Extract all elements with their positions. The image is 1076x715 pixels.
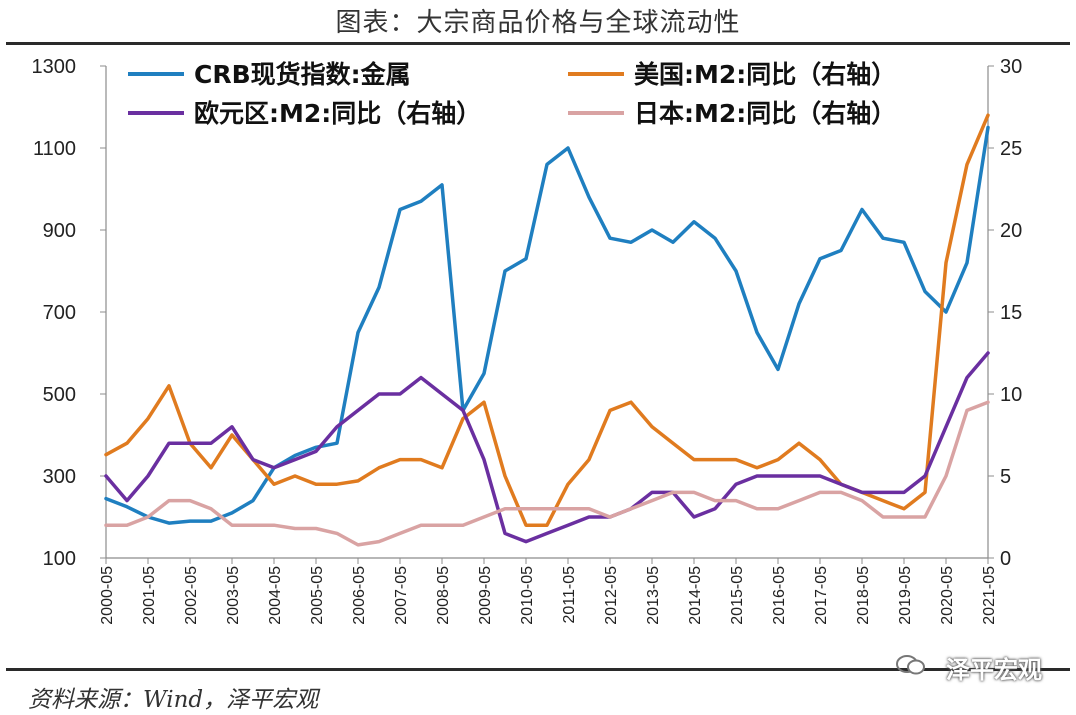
legend-item-3: 欧元区:M2:同比（右轴） xyxy=(128,99,481,128)
left-tick-label: 900 xyxy=(43,220,76,242)
bottom-rule xyxy=(6,668,1070,671)
x-tick-label: 2018-05 xyxy=(855,566,872,625)
right-tick-label: 0 xyxy=(1000,548,1011,570)
x-tick-label: 2007-05 xyxy=(393,566,410,625)
right-tick-label: 5 xyxy=(1000,466,1011,488)
left-tick-label: 300 xyxy=(43,466,76,488)
x-tick-label: 2014-05 xyxy=(687,566,704,625)
right-tick-label: 15 xyxy=(1000,302,1022,324)
right-tick-label: 10 xyxy=(1000,384,1022,406)
legend-label: 日本:M2:同比（右轴） xyxy=(634,99,896,128)
x-tick-label: 2001-05 xyxy=(141,566,158,625)
legend-item-2: 美国:M2:同比（右轴） xyxy=(568,60,896,89)
legend-label: 欧元区:M2:同比（右轴） xyxy=(194,99,481,128)
x-tick-label: 2016-05 xyxy=(771,566,788,625)
left-tick-label: 1100 xyxy=(33,138,76,160)
x-tick-label: 2015-05 xyxy=(729,566,746,625)
x-tick-label: 2002-05 xyxy=(183,566,200,625)
left-tick-label: 500 xyxy=(43,384,76,406)
x-tick-label: 2017-05 xyxy=(813,566,830,625)
x-tick-label: 2008-05 xyxy=(435,566,452,625)
line-chart: 100 300 500 700 900 1100 1300 0 5 10 15 20 25 30 2000-… xyxy=(32,56,1023,625)
x-tick-label: 2003-05 xyxy=(225,566,242,625)
left-tick-label: 1300 xyxy=(32,56,77,78)
x-tick-label: 2005-05 xyxy=(309,566,326,625)
x-tick-label: 2010-05 xyxy=(519,566,536,625)
x-tick-label: 2009-05 xyxy=(477,566,494,625)
x-tick-label: 2021-05 xyxy=(981,566,998,625)
right-tick-label: 25 xyxy=(1000,138,1022,160)
legend-label: CRB现货指数:金属 xyxy=(194,60,411,89)
x-tick-label: 2000-05 xyxy=(99,566,116,625)
left-tick-label: 100 xyxy=(43,548,76,570)
left-tick-label: 700 xyxy=(43,302,76,324)
chart-title: 图表：大宗商品价格与全球流动性 xyxy=(335,8,741,38)
series-line-4 xyxy=(104,400,990,547)
series-line-3 xyxy=(104,351,990,544)
x-tick-label: 2006-05 xyxy=(351,566,368,625)
legend-item-1: CRB现货指数:金属 xyxy=(128,60,411,89)
x-tick-label: 2004-05 xyxy=(267,566,284,625)
title-rule xyxy=(6,42,1070,45)
legend-label: 美国:M2:同比（右轴） xyxy=(634,60,896,89)
right-tick-label: 30 xyxy=(1000,56,1022,78)
watermark: 泽平宏观 xyxy=(946,656,1042,684)
x-tick-label: 2019-05 xyxy=(897,566,914,625)
right-tick-label: 20 xyxy=(1000,220,1022,242)
x-tick-label: 2020-05 xyxy=(939,566,956,625)
source-note: 资料来源：Wind，泽平宏观 xyxy=(28,687,319,713)
x-tick-label: 2012-05 xyxy=(603,566,620,625)
x-tick-label: 2013-05 xyxy=(645,566,662,625)
series-line-1 xyxy=(104,125,990,525)
series-line-2 xyxy=(104,113,990,527)
x-tick-label: 2011-05 xyxy=(561,566,578,624)
legend-item-4: 日本:M2:同比（右轴） xyxy=(568,99,896,128)
wechat-icon xyxy=(896,655,925,675)
